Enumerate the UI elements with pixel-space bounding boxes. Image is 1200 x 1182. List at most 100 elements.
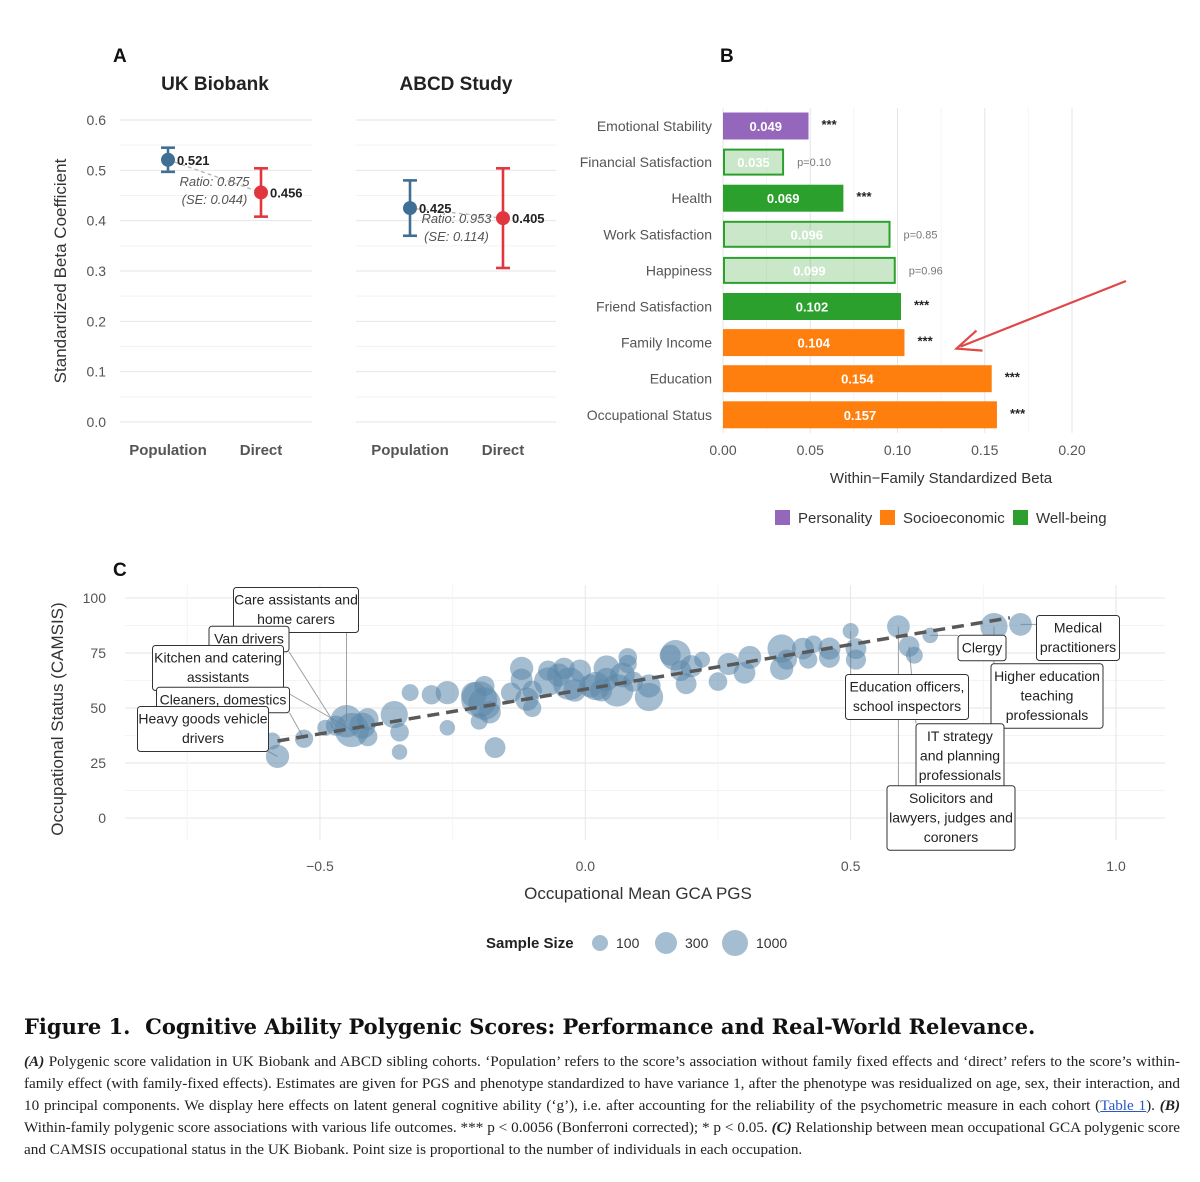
panel-a-se-text: (SE: 0.044) xyxy=(182,192,248,207)
panel-c-point xyxy=(694,651,711,668)
panel-b-bar xyxy=(723,365,992,393)
panel-b-legend-swatch xyxy=(1013,510,1028,525)
panel-b-category-label: Health xyxy=(672,190,712,206)
panel-c-annotation-box xyxy=(137,706,269,752)
panel-b-bar-value-label: 0.157 xyxy=(844,408,877,423)
panel-c-annotation: Solicitors and lawyers, judges and coroner… xyxy=(886,785,1016,851)
panel-c-size-legend-label: 300 xyxy=(685,935,709,951)
panel-a-point xyxy=(161,152,175,167)
panel-b-category-label: Work Satisfaction xyxy=(603,226,712,242)
panel-b-significance-label: *** xyxy=(1010,406,1026,421)
panel-c-annotation-text: Solicitors and xyxy=(909,790,993,806)
panel-c-point xyxy=(842,623,859,639)
panel-c-annotation-text: teaching xyxy=(1021,687,1074,703)
panel-c-annotation-text: Clergy xyxy=(962,639,1002,655)
panel-c-annotation-text: Van drivers xyxy=(214,630,284,646)
figure: A B C 0.0 0.1 0.2 0.3 0.4 0.5 0.6 Standardized… xyxy=(48,46,1165,956)
panel-c-annotation-labels: Care assistants and home carers Van driver… xyxy=(137,587,1120,851)
panel-c-annotation-text: professionals xyxy=(919,767,1002,783)
panel-b-bar-row: Work Satisfaction 0.096 p=0.85 xyxy=(603,220,937,248)
panel-b-legend-label: Socioeconomic xyxy=(903,510,1005,527)
panel-c-annotation: Medical practitioners xyxy=(1036,615,1120,661)
panel-a-x-tick-label: Population xyxy=(371,442,449,459)
panel-a-ratio-text: Ratio: 0.953 xyxy=(421,211,492,226)
panel-a-y-tick-label: 0.3 xyxy=(87,263,107,279)
panel-b-bar-value-label: 0.102 xyxy=(796,300,829,315)
panel-a-point-label: 0.425 xyxy=(419,201,452,216)
panel-b-legend-swatch xyxy=(775,510,790,525)
panel-b-x-ticks: 0.00 0.05 0.10 0.15 0.20 xyxy=(709,442,1085,458)
panel-b-x-tick-label: 0.05 xyxy=(797,442,824,458)
panel-b-bar-row: Emotional Stability 0.049 *** xyxy=(597,112,838,140)
panel-c-annotation-text: school inspectors xyxy=(853,698,961,714)
panel-c-point xyxy=(391,744,408,760)
panel-c-annotation: Higher education teaching professionals xyxy=(990,663,1104,729)
panel-c-point xyxy=(799,650,818,669)
caption-c-text: Relationship between mean occupational G… xyxy=(24,1119,1180,1158)
panel-c-annotation-text: drivers xyxy=(182,730,224,746)
panel-a-point xyxy=(254,185,268,200)
panel-c-annotation-text: practitioners xyxy=(1040,639,1116,655)
panel-c-annotation-text: and planning xyxy=(920,747,1000,763)
panel-b-bar-row: Occupational Status 0.157 *** xyxy=(587,401,1026,429)
panel-c-annotation-text: Education officers, xyxy=(850,679,965,695)
panel-c-point xyxy=(358,726,378,747)
panel-b-x-tick-label: 0.10 xyxy=(884,442,911,458)
panel-b-bar-row: Education 0.154 *** xyxy=(650,365,1021,393)
panel-c-annotation: Care assistants and home carers xyxy=(233,587,359,633)
panel-c-annotation: Clergy xyxy=(957,634,1007,662)
panel-b-bar-value-label: 0.099 xyxy=(793,263,826,278)
panel-b-bar-value-label: 0.154 xyxy=(841,372,874,387)
caption-c-tag: (C) xyxy=(771,1119,792,1136)
table-1-link[interactable]: Table 1 xyxy=(1100,1097,1147,1114)
panel-a-chart: 0.0 0.1 0.2 0.3 0.4 0.5 0.6 Standardized Beta … xyxy=(51,74,556,459)
panel-c-point xyxy=(317,719,334,736)
panel-c-y-tick-label: 75 xyxy=(90,645,106,661)
panel-c-annotation: Education officers, school inspectors xyxy=(845,674,969,720)
panel-c-annotation: Kitchen and catering assistants xyxy=(152,645,284,691)
panel-c-annotation: Heavy goods vehicle drivers xyxy=(137,706,269,752)
panel-c-annotation-text: professionals xyxy=(1006,707,1089,723)
panel-a-facet-title: ABCD Study xyxy=(400,74,513,95)
panel-a-facets: UK Biobank Population Direct 0.521 0.456 Rati… xyxy=(129,74,544,459)
panel-b-bars: Emotional Stability 0.049 *** Financial Sat… xyxy=(580,112,1026,429)
panel-c-annotation-text: coroners xyxy=(924,829,978,845)
caption-body: (A) Polygenic score validation in UK Bio… xyxy=(24,1051,1180,1161)
panel-a-facet: UK Biobank Population Direct 0.521 0.456 Rati… xyxy=(129,74,302,459)
panel-c-x-tick-label: 0.0 xyxy=(576,858,596,874)
panel-c-point xyxy=(819,646,840,668)
panel-b-category-label: Happiness xyxy=(646,262,712,278)
panel-b-category-label: Occupational Status xyxy=(587,407,712,423)
panel-a-point-label: 0.521 xyxy=(177,153,210,168)
panel-a-y-tick-label: 0.0 xyxy=(87,414,107,430)
panel-a-x-tick-label: Population xyxy=(129,442,207,459)
panel-b-p-value-label: p=0.10 xyxy=(797,157,831,169)
panel-c-size-legend: Sample Size 100 300 1000 xyxy=(486,930,787,956)
panel-a-y-tick-label: 0.6 xyxy=(87,112,107,128)
panel-c-x-tick-label: 0.5 xyxy=(841,858,861,874)
caption-a-tag: (A) xyxy=(24,1053,45,1070)
panel-a-y-ticks: 0.0 0.1 0.2 0.3 0.4 0.5 0.6 xyxy=(87,112,107,430)
panel-b-legend-label: Well-being xyxy=(1036,510,1107,527)
caption-title-text: Cognitive Ability Polygenic Scores: Perf… xyxy=(145,1014,1036,1039)
panel-b-significance-label: *** xyxy=(856,189,872,204)
panel-c-x-tick-label: −0.5 xyxy=(306,858,334,874)
figure-caption: Figure 1. Cognitive Ability Polygenic Sc… xyxy=(24,1014,1180,1161)
panel-a-ratio-text: Ratio: 0.875 xyxy=(179,174,250,189)
panel-a-letter: A xyxy=(113,46,127,67)
panel-c-point xyxy=(523,698,542,718)
panel-c-annotation-text: Higher education xyxy=(994,668,1100,684)
panel-b-bar xyxy=(723,184,844,212)
panel-c-point xyxy=(1009,613,1032,636)
panel-b-category-label: Education xyxy=(650,371,712,387)
panel-c-point xyxy=(905,646,923,664)
caption-figure-label: Figure 1. xyxy=(24,1014,131,1039)
panel-c-point xyxy=(265,744,290,769)
panel-a-y-axis-label: Standardized Beta Coefficient xyxy=(51,158,70,383)
panel-c-annotation-text: assistants xyxy=(187,669,249,685)
panel-b-bar-value-label: 0.104 xyxy=(797,336,830,351)
panel-c-points xyxy=(263,612,1032,769)
caption-b-tag: (B) xyxy=(1159,1097,1181,1114)
panel-b-category-label: Emotional Stability xyxy=(597,118,712,134)
panel-c-leader-line xyxy=(288,651,337,726)
